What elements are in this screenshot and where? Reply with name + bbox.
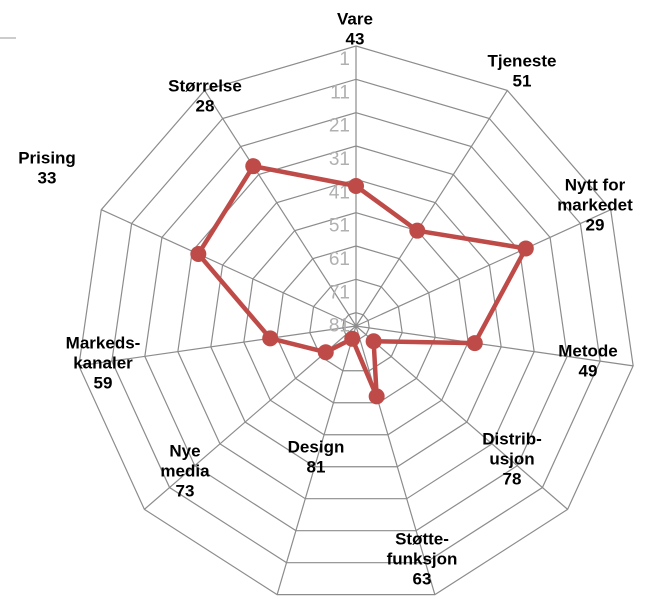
data-point: [368, 388, 385, 405]
value-label: 73: [176, 481, 195, 500]
spoke: [204, 90, 357, 327]
value-label: 29: [586, 215, 605, 234]
grid: [78, 45, 634, 596]
category-label: Design: [288, 437, 345, 456]
value-label: 78: [503, 469, 522, 488]
category-label: Nye: [169, 441, 200, 460]
data-point: [466, 335, 483, 352]
category-label: media: [160, 461, 210, 480]
value-label: 49: [579, 361, 598, 380]
spoke: [355, 90, 508, 327]
tick-label: 11: [330, 82, 350, 103]
data-point: [517, 240, 534, 257]
data-point: [190, 245, 207, 262]
category-label: usjon: [489, 449, 534, 468]
series-line: [196, 163, 529, 399]
spoke: [355, 325, 436, 595]
value-label: 33: [38, 168, 57, 187]
tick-label: 81: [329, 316, 350, 337]
data-point: [344, 330, 361, 347]
spoke: [355, 209, 611, 327]
spoke: [355, 325, 634, 367]
tick-label: 31: [329, 149, 350, 170]
spoke: [276, 325, 357, 595]
category-label: Metode: [558, 341, 618, 360]
spoke: [101, 209, 357, 327]
category-label: Markeds-: [66, 333, 141, 352]
value-label: 51: [513, 71, 532, 90]
grid-ring: [78, 45, 634, 596]
data-point: [348, 178, 364, 194]
category-label: Prising: [18, 148, 76, 167]
value-label: 59: [94, 373, 113, 392]
category-label: Nytt for: [565, 175, 626, 194]
tick-label: 51: [329, 216, 350, 237]
grid-ring: [144, 112, 568, 532]
spoke: [78, 325, 357, 367]
tick-label: 1: [339, 49, 350, 70]
tick-label: 71: [329, 282, 350, 303]
data-point: [245, 158, 262, 175]
grid-ring: [276, 245, 436, 404]
tick-label: 21: [329, 116, 350, 137]
grid-ring: [177, 145, 535, 500]
category-label: Tjeneste: [488, 51, 557, 70]
data-point: [409, 222, 426, 239]
category-label: Støtte-: [395, 529, 449, 548]
grid-ring: [111, 78, 601, 564]
value-label: 81: [307, 457, 326, 476]
data-point: [262, 330, 279, 347]
grid-ring: [243, 212, 469, 436]
category-label: Størrelse: [168, 76, 242, 95]
category-label: Distrib-: [482, 429, 542, 448]
value-label: 28: [196, 96, 215, 115]
category-label: kanaler: [73, 353, 133, 372]
tick-label: 61: [329, 249, 350, 270]
category-label: funksjon: [387, 549, 458, 568]
grid-ring: [210, 178, 502, 468]
grid-ring: [309, 278, 403, 372]
data-point: [365, 333, 382, 350]
category-label: Vare: [337, 9, 373, 28]
value-label: 43: [346, 29, 365, 48]
tick-label: 41: [329, 182, 350, 203]
spoke: [355, 325, 569, 510]
value-label: 63: [413, 569, 432, 588]
data-point: [317, 344, 334, 361]
category-label: markedet: [557, 195, 633, 214]
